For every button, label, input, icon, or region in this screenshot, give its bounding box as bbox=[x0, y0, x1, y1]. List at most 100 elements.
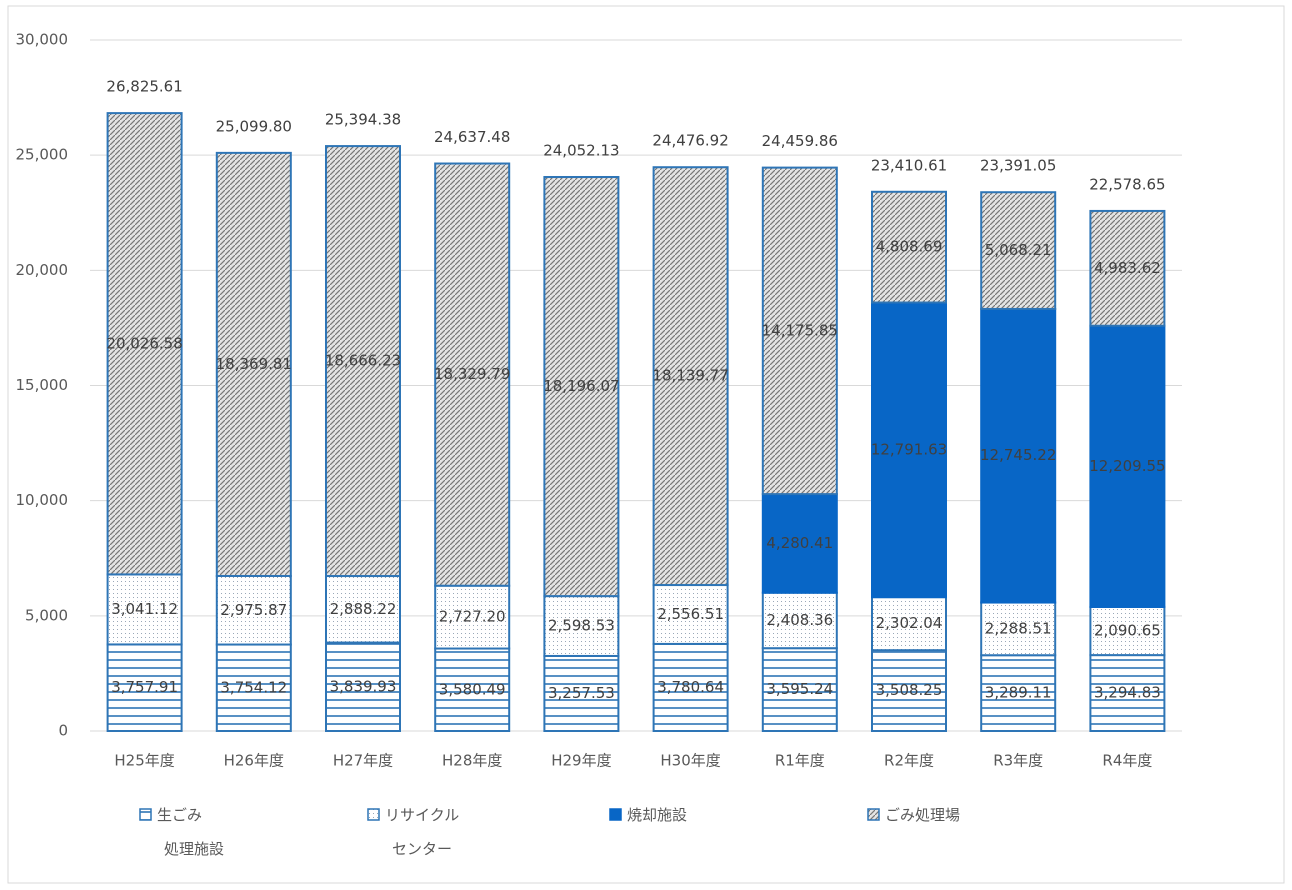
value-label: 18,666.23 bbox=[325, 352, 401, 370]
bar-segment bbox=[652, 642, 729, 732]
bar-segment bbox=[761, 647, 838, 732]
bar-segment bbox=[215, 574, 292, 646]
y-tick-label: 5,000 bbox=[25, 606, 68, 624]
bar-segment bbox=[761, 166, 838, 496]
total-label: 24,637.48 bbox=[434, 128, 510, 146]
x-tick-label: R4年度 bbox=[1102, 752, 1152, 770]
bar-segment bbox=[434, 162, 511, 587]
value-label: 4,983.62 bbox=[1094, 259, 1161, 277]
x-tick-label: H27年度 bbox=[333, 752, 393, 770]
value-label: 2,598.53 bbox=[548, 617, 615, 635]
bar-segment bbox=[434, 647, 511, 732]
x-tick-label: R1年度 bbox=[775, 752, 825, 770]
value-label: 3,780.64 bbox=[657, 678, 724, 696]
legend-swatch bbox=[609, 808, 622, 821]
bar-segment bbox=[325, 575, 401, 644]
bar-segment bbox=[980, 191, 1057, 310]
value-label: 3,757.91 bbox=[111, 678, 178, 696]
value-label: 18,139.77 bbox=[652, 367, 728, 385]
bar-segment bbox=[434, 584, 511, 650]
x-tick-label: H30年度 bbox=[660, 752, 720, 770]
bar-segment bbox=[761, 493, 838, 594]
value-label: 2,090.65 bbox=[1094, 622, 1161, 640]
legend-label: リサイクルセンター bbox=[385, 806, 459, 858]
bar-segment bbox=[1089, 605, 1166, 657]
legend-label: ごみ処理場 bbox=[885, 806, 960, 824]
bar-segment bbox=[1089, 324, 1166, 608]
legend-label: 焼却施設 bbox=[627, 806, 687, 824]
bar-segment bbox=[106, 643, 183, 732]
value-label: 14,175.85 bbox=[762, 321, 838, 339]
x-tick-label: R2年度 bbox=[884, 752, 934, 770]
value-label: 3,508.25 bbox=[876, 681, 943, 699]
value-label: 3,294.83 bbox=[1094, 684, 1161, 702]
value-label: 5,068.21 bbox=[985, 241, 1052, 259]
total-label: 23,391.05 bbox=[980, 157, 1056, 175]
bar-segment bbox=[871, 301, 947, 599]
total-label: 25,394.38 bbox=[325, 111, 401, 129]
value-label: 2,408.36 bbox=[766, 611, 833, 629]
legend-swatch bbox=[367, 808, 380, 821]
value-label: 3,257.53 bbox=[548, 684, 615, 702]
bar-segment bbox=[980, 654, 1057, 733]
y-tick-label: 10,000 bbox=[16, 491, 69, 509]
legend-label: 生ごみ処理施設 bbox=[157, 806, 224, 858]
x-tick-label: H29年度 bbox=[551, 752, 611, 770]
value-label: 3,595.24 bbox=[766, 680, 833, 698]
value-label: 18,196.07 bbox=[543, 377, 619, 395]
bar-segment bbox=[871, 649, 947, 732]
y-tick-label: 25,000 bbox=[16, 146, 69, 164]
frame bbox=[7, 5, 1285, 884]
bar-segment bbox=[761, 591, 838, 650]
value-label: 18,369.81 bbox=[216, 355, 292, 373]
value-label: 3,289.11 bbox=[985, 684, 1052, 702]
y-tick-label: 30,000 bbox=[16, 31, 69, 49]
value-label: 3,839.93 bbox=[330, 677, 397, 695]
value-label: 20,026.58 bbox=[106, 334, 182, 352]
bar-segment bbox=[652, 166, 729, 587]
x-tick-label: H25年度 bbox=[114, 752, 174, 770]
bar-segment bbox=[325, 641, 401, 732]
value-label: 2,288.51 bbox=[985, 619, 1052, 637]
value-label: 12,209.55 bbox=[1089, 457, 1165, 475]
total-label: 24,459.86 bbox=[762, 132, 838, 150]
x-tick-label: H26年度 bbox=[224, 752, 284, 770]
value-label: 2,727.20 bbox=[439, 608, 506, 626]
y-tick-label: 20,000 bbox=[16, 261, 69, 279]
value-label: 3,041.12 bbox=[111, 600, 178, 618]
bar-segment bbox=[215, 643, 292, 732]
bar-segment bbox=[215, 151, 292, 577]
legend-swatch bbox=[139, 808, 152, 821]
total-label: 24,052.13 bbox=[543, 141, 619, 159]
bar-segment bbox=[980, 307, 1057, 604]
y-tick-label: 15,000 bbox=[16, 376, 69, 394]
value-label: 4,280.41 bbox=[766, 534, 833, 552]
legend-swatch bbox=[867, 808, 880, 821]
value-label: 12,745.22 bbox=[980, 446, 1056, 464]
value-label: 18,329.79 bbox=[434, 365, 510, 383]
x-tick-label: R3年度 bbox=[993, 752, 1043, 770]
value-label: 12,791.63 bbox=[871, 440, 947, 458]
bar-segment bbox=[106, 112, 183, 576]
value-label: 2,302.04 bbox=[876, 614, 943, 632]
value-label: 2,975.87 bbox=[220, 601, 287, 619]
value-label: 2,888.22 bbox=[330, 600, 397, 618]
total-label: 26,825.61 bbox=[106, 78, 182, 96]
bar-segment bbox=[871, 190, 947, 304]
bar-segment bbox=[652, 584, 729, 645]
value-label: 3,580.49 bbox=[439, 680, 506, 698]
y-tick-label: 0 bbox=[58, 722, 68, 740]
x-tick-label: H28年度 bbox=[442, 752, 502, 770]
total-label: 23,410.61 bbox=[871, 156, 947, 174]
bar-segment bbox=[543, 175, 620, 598]
value-label: 4,808.69 bbox=[876, 238, 943, 256]
total-label: 25,099.80 bbox=[216, 117, 292, 135]
bar-segment bbox=[543, 595, 620, 657]
bar-segment bbox=[325, 145, 401, 578]
bar-segment bbox=[1089, 209, 1166, 327]
total-label: 22,578.65 bbox=[1089, 175, 1165, 193]
value-label: 2,556.51 bbox=[657, 605, 724, 623]
total-label: 24,476.92 bbox=[652, 132, 728, 150]
value-label: 3,754.12 bbox=[220, 678, 287, 696]
